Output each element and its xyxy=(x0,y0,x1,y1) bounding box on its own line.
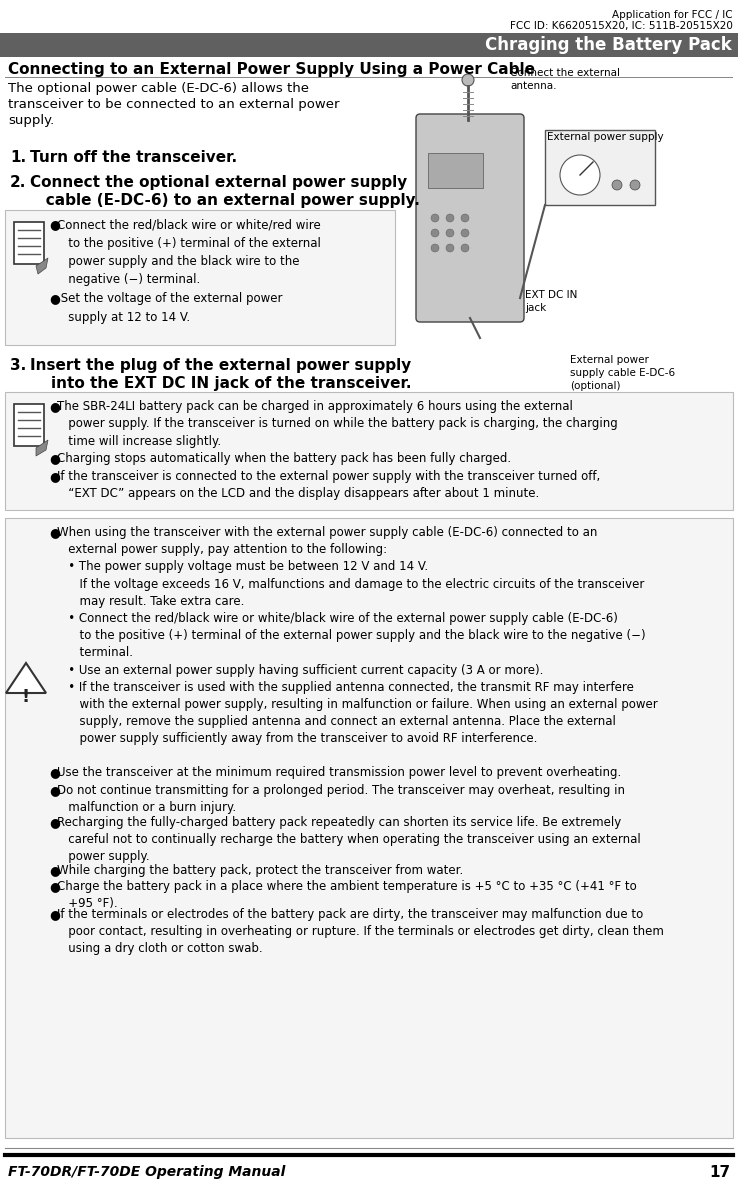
Text: supply.: supply. xyxy=(8,114,55,128)
Bar xyxy=(0,32,738,57)
Text: The optional power cable (E-DC-6) allows the: The optional power cable (E-DC-6) allows… xyxy=(8,82,309,95)
Bar xyxy=(5,211,395,345)
Bar xyxy=(5,77,733,78)
Text: While charging the battery pack, protect the transceiver from water.: While charging the battery pack, protect… xyxy=(57,864,463,877)
Text: ●: ● xyxy=(49,881,60,893)
Text: ●: ● xyxy=(49,292,60,306)
Polygon shape xyxy=(36,257,48,274)
Text: cable (E-DC-6) to an external power supply.: cable (E-DC-6) to an external power supp… xyxy=(30,192,420,208)
Text: 2.: 2. xyxy=(10,174,27,190)
Circle shape xyxy=(431,244,439,251)
Bar xyxy=(14,404,44,446)
Text: Application for FCC / IC: Application for FCC / IC xyxy=(613,10,733,20)
Text: If the terminals or electrodes of the battery pack are dirty, the transceiver ma: If the terminals or electrodes of the ba… xyxy=(57,908,664,955)
Circle shape xyxy=(461,214,469,223)
Text: ●: ● xyxy=(49,864,60,877)
Text: ●: ● xyxy=(49,526,60,539)
Circle shape xyxy=(431,229,439,237)
Text: Connect the external
antenna.: Connect the external antenna. xyxy=(510,69,620,91)
Text: Connect the red/black wire or white/red wire
   to the positive (+) terminal of : Connect the red/black wire or white/red … xyxy=(57,218,321,286)
Text: FT-70DR/FT-70DE Operating Manual: FT-70DR/FT-70DE Operating Manual xyxy=(8,1165,286,1179)
Text: Use the transceiver at the minimum required transmission power level to prevent : Use the transceiver at the minimum requi… xyxy=(57,766,621,780)
Circle shape xyxy=(461,244,469,251)
Circle shape xyxy=(630,180,640,190)
Circle shape xyxy=(446,244,454,251)
Circle shape xyxy=(446,214,454,223)
Text: External power
supply cable E-DC-6
(optional): External power supply cable E-DC-6 (opti… xyxy=(570,355,675,391)
Text: Connecting to an External Power Supply Using a Power Cable: Connecting to an External Power Supply U… xyxy=(8,63,535,77)
Polygon shape xyxy=(36,440,48,456)
Text: External power supply: External power supply xyxy=(547,132,663,142)
Circle shape xyxy=(462,75,474,85)
Circle shape xyxy=(560,155,600,195)
Text: Charging stops automatically when the battery pack has been fully charged.: Charging stops automatically when the ba… xyxy=(57,452,511,466)
Text: Set the voltage of the external power
   supply at 12 to 14 V.: Set the voltage of the external power su… xyxy=(57,292,283,324)
Text: into the EXT DC IN jack of the transceiver.: into the EXT DC IN jack of the transceiv… xyxy=(30,377,412,391)
Text: ●: ● xyxy=(49,452,60,466)
Text: !: ! xyxy=(22,688,30,706)
Text: ●: ● xyxy=(49,816,60,829)
Bar xyxy=(5,392,733,510)
Text: Charge the battery pack in a place where the ambient temperature is +5 °C to +35: Charge the battery pack in a place where… xyxy=(57,881,637,911)
Bar xyxy=(428,153,483,188)
Text: Connect the optional external power supply: Connect the optional external power supp… xyxy=(30,174,407,190)
Circle shape xyxy=(461,229,469,237)
Bar xyxy=(545,130,655,205)
Text: FCC ID: K6620515X20, IC: 511B-20515X20: FCC ID: K6620515X20, IC: 511B-20515X20 xyxy=(510,20,733,31)
Circle shape xyxy=(446,229,454,237)
Text: Recharging the fully-charged battery pack repeatedly can shorten its service lif: Recharging the fully-charged battery pac… xyxy=(57,816,641,864)
FancyBboxPatch shape xyxy=(416,114,524,322)
Text: Do not continue transmitting for a prolonged period. The transceiver may overhea: Do not continue transmitting for a prolo… xyxy=(57,784,625,814)
Text: transceiver to be connected to an external power: transceiver to be connected to an extern… xyxy=(8,97,339,111)
Text: If the transceiver is connected to the external power supply with the transceive: If the transceiver is connected to the e… xyxy=(57,470,600,500)
Text: When using the transceiver with the external power supply cable (E-DC-6) connect: When using the transceiver with the exte… xyxy=(57,526,658,746)
Text: ●: ● xyxy=(49,908,60,921)
Text: ●: ● xyxy=(49,784,60,798)
Polygon shape xyxy=(6,663,46,693)
Bar xyxy=(14,223,44,263)
Text: ●: ● xyxy=(49,470,60,482)
Circle shape xyxy=(431,214,439,223)
Text: Insert the plug of the external power supply: Insert the plug of the external power su… xyxy=(30,358,411,373)
Text: 3.: 3. xyxy=(10,358,27,373)
Text: ●: ● xyxy=(49,401,60,413)
Text: ●: ● xyxy=(49,766,60,780)
Text: Turn off the transceiver.: Turn off the transceiver. xyxy=(30,150,237,165)
Text: EXT DC IN
jack: EXT DC IN jack xyxy=(525,290,577,313)
Text: Chraging the Battery Pack: Chraging the Battery Pack xyxy=(486,36,732,54)
Circle shape xyxy=(612,180,622,190)
Text: ●: ● xyxy=(49,218,60,231)
Text: 17: 17 xyxy=(709,1165,730,1180)
Text: The SBR-24LI battery pack can be charged in approximately 6 hours using the exte: The SBR-24LI battery pack can be charged… xyxy=(57,401,618,448)
Bar xyxy=(5,518,733,1138)
Text: 1.: 1. xyxy=(10,150,26,165)
